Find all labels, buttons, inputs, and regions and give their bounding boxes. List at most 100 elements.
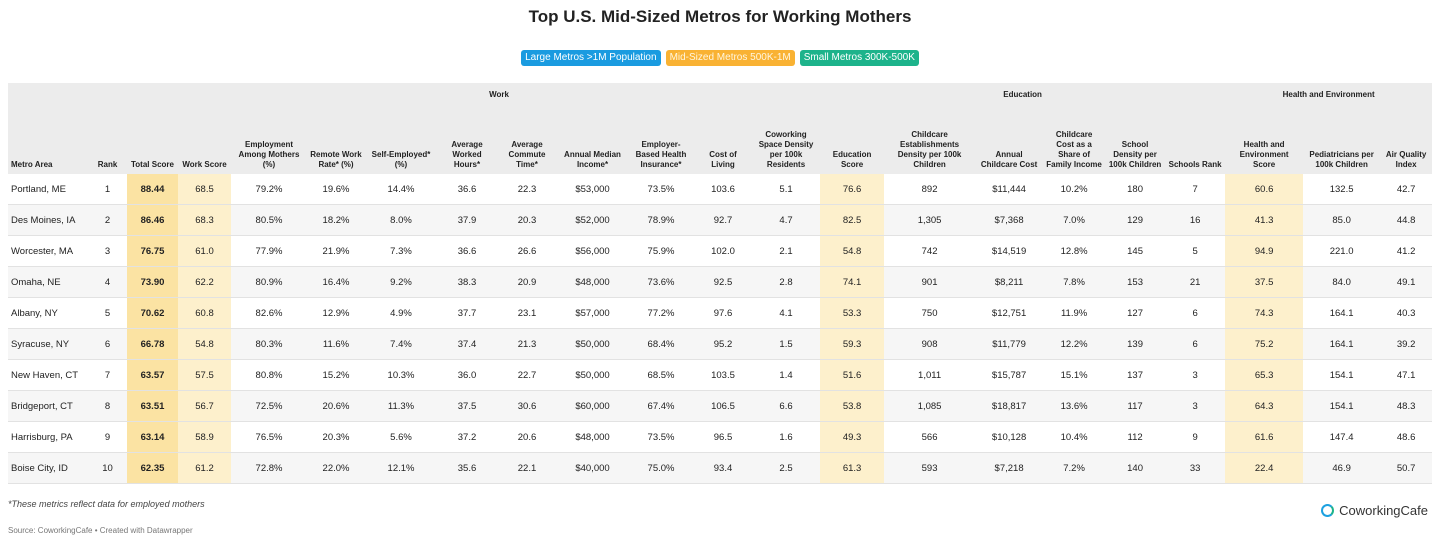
cell: 92.7 — [694, 204, 752, 236]
cell: 77.2% — [628, 297, 694, 329]
cell: 37.5 — [437, 390, 497, 422]
group-header: Work — [178, 83, 821, 107]
cell: 53.3 — [820, 297, 885, 329]
cell: 21.9% — [307, 235, 365, 267]
cell: $11,779 — [975, 328, 1044, 360]
cell: 60.6 — [1225, 174, 1304, 205]
cell: 7.0% — [1043, 204, 1106, 236]
cell: 140 — [1105, 452, 1166, 484]
cell: 22.1 — [497, 452, 557, 484]
source: Source: CoworkingCafe • Created with Dat… — [8, 526, 193, 535]
cell: 44.8 — [1380, 204, 1433, 236]
row: Albany, NY 5 70.62 60.8 82.6% 12.9% 4.9% 37.7 23… — [8, 297, 1433, 329]
cell: New Haven, CT — [8, 359, 88, 391]
column-header: Air Quality Index — [1380, 107, 1433, 174]
cell: 137 — [1105, 359, 1166, 391]
column-header: Childcare Cost as a Share of Family Inco… — [1043, 107, 1106, 174]
cell: 61.0 — [178, 235, 231, 267]
cell: $48,000 — [557, 421, 628, 453]
cell: 74.1 — [820, 266, 885, 298]
cell: 26.6 — [497, 235, 557, 267]
cell: 30.6 — [497, 390, 557, 422]
cell: 153 — [1105, 266, 1166, 298]
cell: 82.6% — [231, 297, 307, 329]
cell: 49.3 — [820, 421, 885, 453]
cell: 33 — [1165, 452, 1226, 484]
cell: 62.35 — [127, 452, 178, 484]
cell: 57.5 — [178, 359, 231, 391]
cell: 94.9 — [1225, 235, 1304, 267]
cell: 56.7 — [178, 390, 231, 422]
cell: 3 — [88, 235, 127, 267]
column-header: Self-Employed* (%) — [365, 107, 437, 174]
legend-item[interactable]: Small Metros 300K-500K — [799, 50, 919, 66]
cell: 39.2 — [1380, 328, 1433, 360]
legend-item[interactable]: Mid-Sized Metros 500K-1M — [665, 50, 795, 66]
cell: 80.9% — [231, 266, 307, 298]
logo: CoworkingCafe — [1321, 503, 1428, 518]
cell: 82.5 — [820, 204, 885, 236]
cell: 7 — [1165, 174, 1226, 205]
legend-item[interactable]: Large Metros >1M Population — [521, 50, 661, 66]
cell: $50,000 — [557, 359, 628, 391]
cell: 1,011 — [884, 359, 976, 391]
cell: 42.7 — [1380, 174, 1433, 205]
cell: 61.6 — [1225, 421, 1304, 453]
cell: Harrisburg, PA — [8, 421, 88, 453]
cell: 2.1 — [752, 235, 821, 267]
cell: 6 — [1165, 297, 1226, 329]
cell: $14,519 — [975, 235, 1044, 267]
cell: 73.5% — [628, 174, 694, 205]
cell: 750 — [884, 297, 976, 329]
cell: $8,211 — [975, 266, 1044, 298]
column-header: Metro Area — [8, 107, 88, 174]
cell: $56,000 — [557, 235, 628, 267]
cell: 76.75 — [127, 235, 178, 267]
cell: 73.6% — [628, 266, 694, 298]
cell: 86.46 — [127, 204, 178, 236]
cell: 15.2% — [307, 359, 365, 391]
cell: 36.0 — [437, 359, 497, 391]
cell: 67.4% — [628, 390, 694, 422]
cell: 96.5 — [694, 421, 752, 453]
cell: 72.5% — [231, 390, 307, 422]
cell: 76.6 — [820, 174, 885, 205]
cell: 74.3 — [1225, 297, 1304, 329]
cell: 147.4 — [1303, 421, 1381, 453]
column-header: Education Score — [820, 107, 885, 174]
column-header: Average Worked Hours* — [437, 107, 497, 174]
cell: 20.6% — [307, 390, 365, 422]
cell: 4.7 — [752, 204, 821, 236]
cell: 23.1 — [497, 297, 557, 329]
cell: 7.3% — [365, 235, 437, 267]
cell: $12,751 — [975, 297, 1044, 329]
cell: 8.0% — [365, 204, 437, 236]
cell: 20.9 — [497, 266, 557, 298]
cell: 70.62 — [127, 297, 178, 329]
cell: 164.1 — [1303, 328, 1381, 360]
cell: 63.14 — [127, 421, 178, 453]
cell: 145 — [1105, 235, 1166, 267]
cell: 1,085 — [884, 390, 976, 422]
cell: 22.7 — [497, 359, 557, 391]
cell: 38.3 — [437, 266, 497, 298]
cell: 10 — [88, 452, 127, 484]
cell: 20.3% — [307, 421, 365, 453]
cell: 1.4 — [752, 359, 821, 391]
column-header: School Density per 100k Children — [1105, 107, 1166, 174]
cell: 11.6% — [307, 328, 365, 360]
cell: Worcester, MA — [8, 235, 88, 267]
cell: 62.2 — [178, 266, 231, 298]
cell: 16.4% — [307, 266, 365, 298]
column-header: Employment Among Mothers (%) — [231, 107, 307, 174]
cell: 76.5% — [231, 421, 307, 453]
cell: $50,000 — [557, 328, 628, 360]
cell: 68.5% — [628, 359, 694, 391]
cell: $52,000 — [557, 204, 628, 236]
cell: 21.3 — [497, 328, 557, 360]
cell: 37.9 — [437, 204, 497, 236]
cell: $7,218 — [975, 452, 1044, 484]
cell: 19.6% — [307, 174, 365, 205]
cell: 127 — [1105, 297, 1166, 329]
cell: 63.57 — [127, 359, 178, 391]
